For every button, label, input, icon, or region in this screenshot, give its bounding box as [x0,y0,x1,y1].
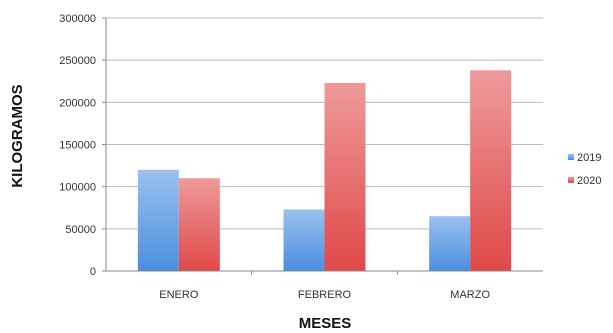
bar-2020-marzo [470,70,512,271]
y-tick-label: 300000 [59,13,96,25]
legend-swatch [568,154,574,160]
bar-2019-marzo [429,216,471,271]
x-axis [106,270,543,275]
y-tick-label: 50000 [65,224,96,236]
x-category-label: ENERO [159,289,199,301]
y-tick-label: 150000 [59,140,96,152]
y-axis-title: KILOGRAMOS [9,84,26,187]
bar-2019-febrero [283,209,325,271]
legend-label: 2020 [577,175,601,187]
legend: 2019 2020 [568,152,601,187]
y-tick-label: 200000 [59,97,96,109]
y-tick-label: 0 [90,266,96,278]
legend-label: 2019 [577,152,601,164]
y-axis-ticks: 0 50000 100000 150000 200000 250000 300000 [59,13,107,278]
y-tick-label: 100000 [59,182,96,194]
y-tick-label: 250000 [59,55,96,67]
bars [137,70,512,271]
x-category-label: MARZO [450,289,490,301]
bar-2020-enero [178,178,220,271]
legend-swatch [568,177,574,183]
x-category-label: FEBRERO [298,289,352,301]
bar-2020-febrero [324,82,366,271]
bar-2019-enero [137,169,179,271]
x-axis-categories: ENERO FEBRERO MARZO [159,289,490,301]
x-axis-title: MESES [299,315,352,332]
